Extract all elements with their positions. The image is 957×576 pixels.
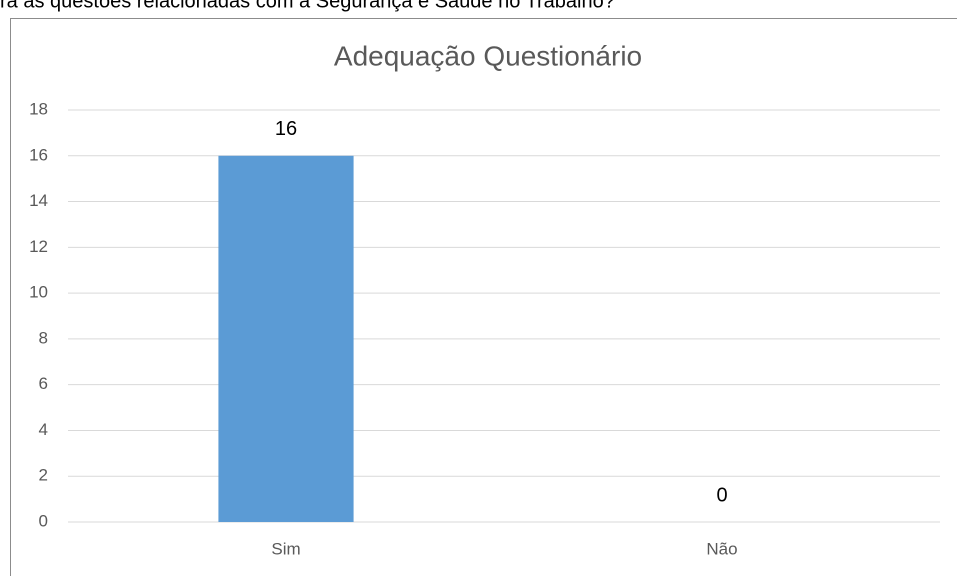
y-tick-label: 4 [39,420,48,439]
y-tick-label: 14 [29,191,48,210]
caption: ra as questões relacionadas com a Segura… [0,0,615,12]
y-tick-label: 0 [39,511,48,530]
chart-border [10,18,957,576]
data-label: 16 [275,118,297,140]
bar [218,155,354,522]
x-tick-label: Não [706,539,737,558]
data-label: 0 [716,484,727,506]
y-tick-label: 8 [39,328,48,347]
y-tick-label: 6 [39,374,48,393]
x-tick-label: Sim [271,539,300,558]
y-tick-label: 10 [29,283,48,302]
y-tick-label: 18 [29,99,48,118]
y-tick-label: 12 [29,237,48,256]
chart-title: Adequação Questionário [334,40,642,71]
y-tick-label: 2 [39,466,48,485]
y-tick-label: 16 [29,145,48,164]
